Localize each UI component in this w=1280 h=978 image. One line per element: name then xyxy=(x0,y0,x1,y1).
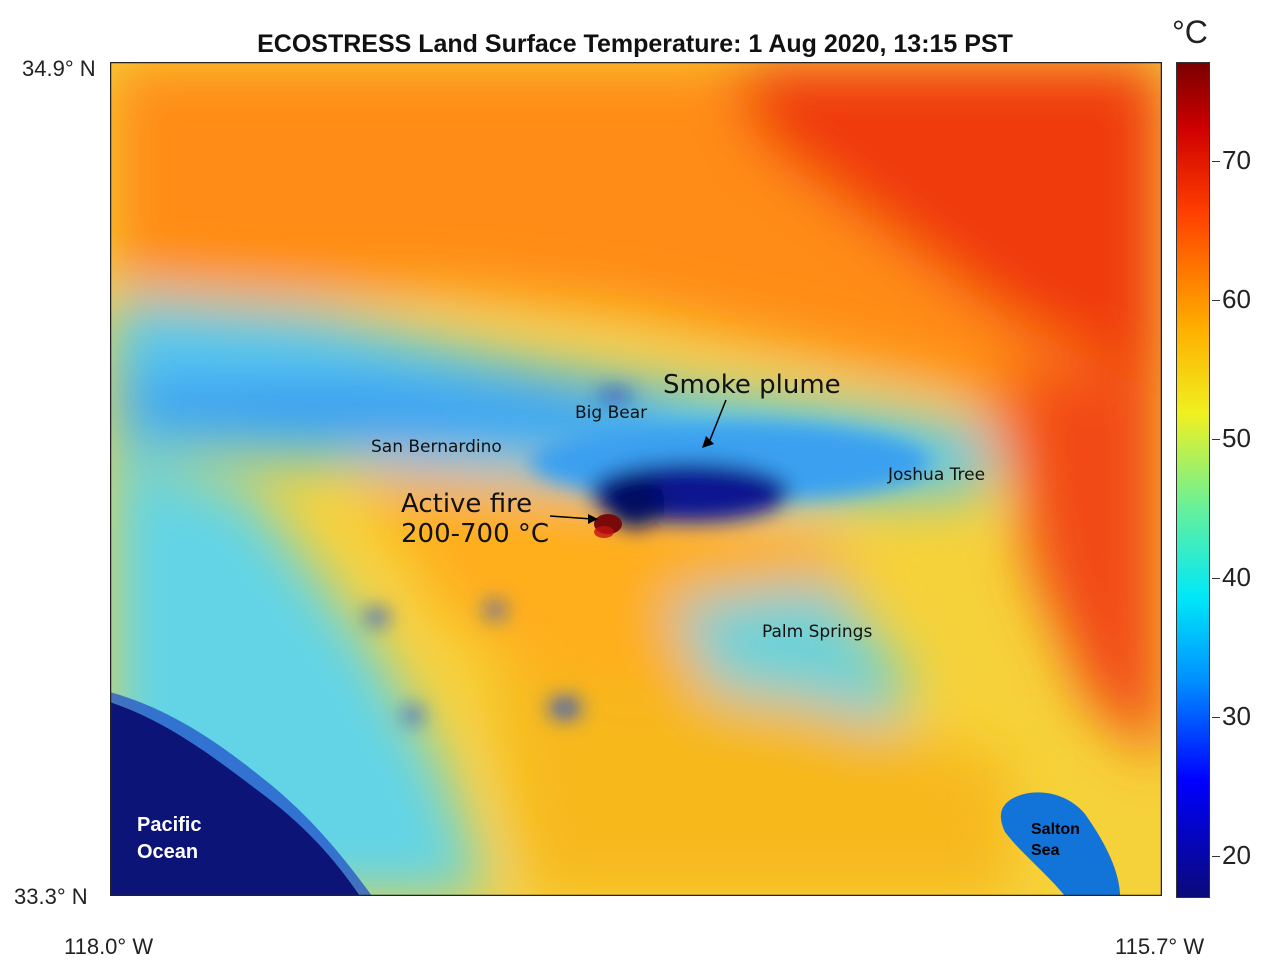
reservoir-1 xyxy=(365,609,389,625)
colorbar-label-60: 60 xyxy=(1222,284,1251,314)
active-fire-halo xyxy=(594,526,614,538)
coastline-dark xyxy=(110,692,372,896)
lat-bottom-label: 33.3° N xyxy=(14,884,88,909)
pacific-ocean-label: Pacific Ocean xyxy=(137,812,201,866)
hot-east-desert xyxy=(1010,362,1162,762)
colorbar-tick-20 xyxy=(1212,856,1220,857)
reservoir-2 xyxy=(485,602,505,618)
smoke-arrow-line xyxy=(707,399,727,446)
salton-sea xyxy=(1000,792,1120,896)
map-title: ECOSTRESS Land Surface Temperature: 1 Au… xyxy=(257,30,1013,58)
colorbar-tick-30 xyxy=(1212,717,1220,718)
very-hot-northeast xyxy=(730,62,1162,392)
reservoir-4 xyxy=(403,707,423,723)
reservoir-3 xyxy=(549,698,581,718)
colorbar-label-30: 30 xyxy=(1222,701,1251,731)
lake-big-bear xyxy=(597,390,633,400)
smoke-plume-label: Smoke plume xyxy=(663,370,841,400)
colorbar-tick-60 xyxy=(1212,300,1220,301)
map-frame xyxy=(110,62,1162,896)
colorbar-label-40: 40 xyxy=(1222,562,1251,592)
colorbar-tick-70 xyxy=(1212,161,1220,162)
lat-top-label: 34.9° N xyxy=(22,56,96,81)
colorbar-tick-50 xyxy=(1212,439,1220,440)
salton-sea-label: Salton Sea xyxy=(1031,819,1080,861)
salton-sea-label-line1: Salton xyxy=(1031,821,1080,838)
pacific-ocean xyxy=(110,702,360,896)
colorbar-tick-40 xyxy=(1212,578,1220,579)
salton-sea-label-line2: Sea xyxy=(1031,842,1060,859)
smoke-arrow-head xyxy=(702,436,714,448)
colorbar-label-70: 70 xyxy=(1222,145,1251,175)
active-fire-label: Active fire 200-700 °C xyxy=(401,489,549,549)
fire-arrow-line xyxy=(549,515,593,520)
smoke-plume-head xyxy=(605,476,665,528)
colorbar-unit: °C xyxy=(1172,14,1208,50)
fire-arrow-head xyxy=(588,514,598,524)
lon-left-label: 118.0° W xyxy=(64,934,154,959)
pacific-ocean-label-line2: Ocean xyxy=(137,841,199,863)
active-fire-label-line2: 200-700 °C xyxy=(401,519,550,549)
joshua-tree-label: Joshua Tree xyxy=(888,465,986,485)
palm-springs-label: Palm Springs xyxy=(762,622,873,642)
colorbar-label-20: 20 xyxy=(1222,840,1251,870)
colorbar-label-50: 50 xyxy=(1222,423,1251,453)
big-bear-label: Big Bear xyxy=(575,403,648,423)
south-warm xyxy=(490,662,1010,896)
mountain-deep-band xyxy=(130,382,670,442)
san-bernardino-label: San Bernardino xyxy=(371,437,502,457)
pacific-ocean-label-line1: Pacific xyxy=(137,814,202,836)
lon-right-label: 115.7° W xyxy=(1115,934,1205,959)
temperature-map xyxy=(110,62,1162,896)
colorbar xyxy=(1176,62,1210,898)
active-fire-label-line1: Active fire xyxy=(401,489,533,519)
